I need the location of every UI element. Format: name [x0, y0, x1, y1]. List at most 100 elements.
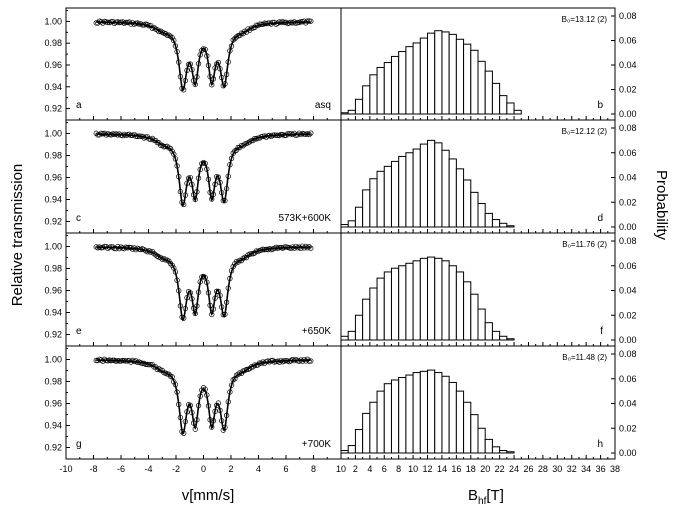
histogram-bar [340, 224, 349, 228]
histogram-annotation: B₀=13.12 (2) [562, 15, 608, 24]
histogram-bar [419, 370, 429, 454]
histogram-bar [347, 109, 356, 115]
spectrum-ytick-label: 0.94 [44, 421, 62, 431]
histogram-bar [398, 377, 407, 454]
histogram-bar [463, 43, 472, 115]
spectrum-point [200, 385, 207, 391]
histogram-annotation: B₀=11.48 (2) [562, 353, 607, 362]
spectrum-ytick-label: 0.94 [44, 82, 62, 92]
spectrum-point [101, 356, 108, 362]
spectrum-ytick-label: 1.00 [44, 16, 62, 26]
histogram-xtick-label: 10 [408, 464, 418, 474]
histogram-xtick-label: 22 [495, 464, 505, 474]
histogram-xtick-label: 26 [523, 464, 533, 474]
spectrum-point [304, 18, 311, 24]
spectrum-point [111, 20, 118, 27]
spectrum-frame [65, 232, 342, 347]
histogram-bar [441, 375, 450, 454]
histogram-ytick-label: 0.02 [619, 310, 637, 320]
histogram-xtick-label: 14 [437, 464, 447, 474]
xlabel-right: Bhf[T] [468, 487, 504, 507]
spectrum-point [293, 243, 299, 250]
histogram-xtick-label: 16 [451, 464, 461, 474]
spectrum-xtick-label: 2 [228, 464, 233, 474]
histogram-bar [398, 51, 407, 115]
histogram-bar [362, 412, 371, 454]
histogram-bar [491, 330, 501, 341]
spectrum-point [192, 196, 198, 203]
spectrum-ytick-label: 1.00 [44, 242, 62, 252]
histogram-bar [376, 390, 385, 454]
histogram-ytick-label: 0.02 [619, 197, 637, 207]
spectrum-point [308, 130, 314, 136]
histogram-xtick-label: 18 [466, 464, 476, 474]
spectrum-point [240, 255, 246, 262]
histogram-bar [434, 257, 443, 341]
spectrum-point [167, 33, 174, 39]
spectrum-panel-letter: c [76, 213, 81, 224]
spectrum-ytick-label: 0.92 [44, 330, 62, 340]
spectrum-point [233, 34, 240, 40]
histogram-bar [412, 42, 421, 115]
histogram-bar [369, 178, 378, 228]
histogram-bar [499, 335, 508, 341]
histogram-bar [347, 445, 356, 454]
histogram-bar [390, 160, 400, 228]
spectrum-point [293, 356, 299, 363]
histogram-bar [477, 308, 486, 341]
histogram-ytick-label: 0.04 [619, 286, 637, 296]
spectrum-panel-label: +650K [302, 326, 332, 337]
spectrum-ytick-label: 0.94 [44, 308, 62, 318]
spectrum-point [200, 273, 207, 280]
spectrum-point [247, 139, 253, 145]
histogram-xtick-label: 12 [423, 464, 433, 474]
histogram-bar [499, 95, 508, 115]
histogram-bar [506, 225, 515, 228]
spectrum-point [154, 27, 160, 33]
histogram-bar [455, 38, 465, 115]
histogram-bar [340, 450, 349, 454]
histogram-bar [434, 372, 443, 454]
histogram-bar [412, 372, 421, 454]
spectrum-point [301, 18, 307, 24]
histogram-ytick-label: 0.08 [619, 236, 637, 246]
histogram-bar [491, 219, 501, 228]
spectrum-point [235, 259, 241, 265]
spectrum-ytick-label: 0.96 [44, 173, 62, 183]
spectrum-point [209, 196, 215, 202]
histogram-bar [405, 374, 414, 454]
histogram-bar [347, 330, 356, 341]
histogram-xtick-label: 38 [610, 464, 620, 474]
histogram-bar [463, 179, 472, 228]
spectrum-point [157, 254, 164, 261]
spectrum-ytick-label: 0.92 [44, 104, 62, 114]
histogram-ytick-label: 0.08 [619, 123, 637, 133]
histogram-bar [484, 212, 493, 228]
histogram-xtick-label: 6 [382, 464, 387, 474]
histogram-bar [477, 202, 486, 228]
spectrum-fit-line [96, 246, 311, 322]
histogram-annotation: B₀=11.76 (2) [562, 240, 607, 249]
histogram-bar [434, 142, 443, 228]
histogram-xtick-label: 2 [353, 464, 358, 474]
histogram-bar [383, 62, 392, 115]
spectrum-point [105, 245, 111, 252]
histogram-bar [376, 170, 385, 228]
spectrum-xtick-label: -6 [117, 464, 125, 474]
histogram-bar [477, 427, 486, 454]
spectrum-ytick-label: 0.98 [44, 264, 62, 274]
spectrum-point [199, 47, 205, 53]
histogram-bar [470, 191, 479, 228]
spectrum-point [243, 366, 250, 373]
spectrum-point [248, 25, 255, 31]
histogram-bar [340, 112, 349, 115]
spectrum-point [169, 148, 175, 154]
spectrum-xtick-label: 10 [336, 464, 346, 474]
histogram-panel-letter: b [597, 100, 603, 111]
histogram-bar [362, 189, 371, 228]
histogram-xtick-label: 4 [367, 464, 372, 474]
panels-layer: 0.92 0.94 0.96 0.98 1.00 a asq 0.00 0.02 0.04 0.06… [44, 7, 637, 474]
spectrum-point [169, 262, 175, 268]
histogram-bar [376, 277, 385, 341]
spectrum-xtick-label: 8 [311, 464, 316, 474]
